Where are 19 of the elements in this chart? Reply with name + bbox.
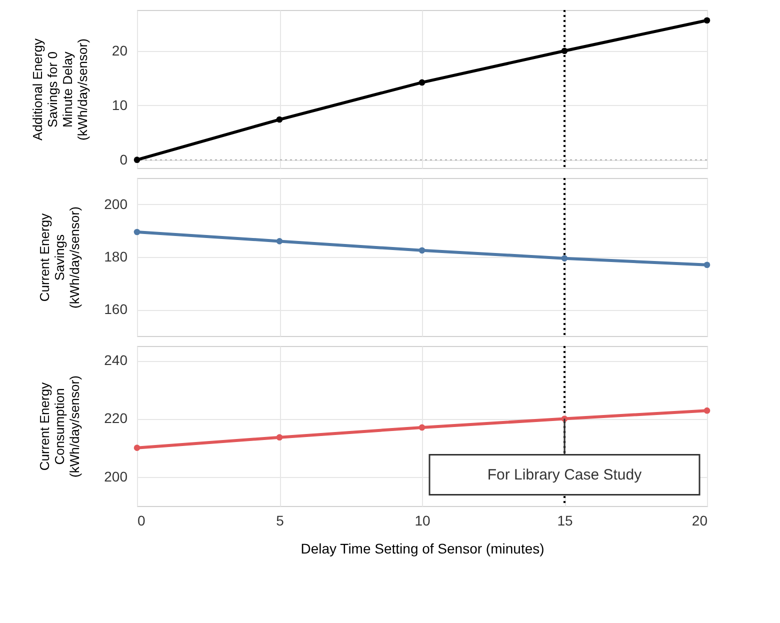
x-axis-title: Delay Time Setting of Sensor (minutes): [300, 540, 544, 556]
y-tick-label: 0: [120, 151, 128, 168]
x-tick-label: 5: [276, 512, 284, 528]
x-tick-label: 20: [692, 512, 708, 528]
annotation: For Library Case Study: [487, 466, 642, 484]
y-axis-title: Additional Energy Savings for 0 Minute Delay (kWh/day/sensor): [30, 38, 90, 140]
y-tick-label: 180: [104, 248, 128, 264]
y-tick-label: 200: [104, 468, 128, 484]
y-tick-label: 220: [104, 410, 128, 426]
y-tick-label: 10: [112, 96, 128, 113]
y-tick-label: 200: [104, 196, 128, 212]
y-axis-title: Current Energy Consumption (kWh/day/sensor): [37, 376, 82, 478]
y-tick-label: 20: [112, 42, 128, 58]
y-tick-label: 240: [104, 352, 128, 368]
x-tick-label: 0: [138, 512, 146, 528]
x-tick-label: 10: [414, 512, 430, 528]
x-tick-label: 15: [557, 512, 573, 528]
y-tick-label: 160: [104, 301, 128, 318]
y-axis-title: Current Energy Savings (kWh/day/sensor): [37, 206, 82, 308]
